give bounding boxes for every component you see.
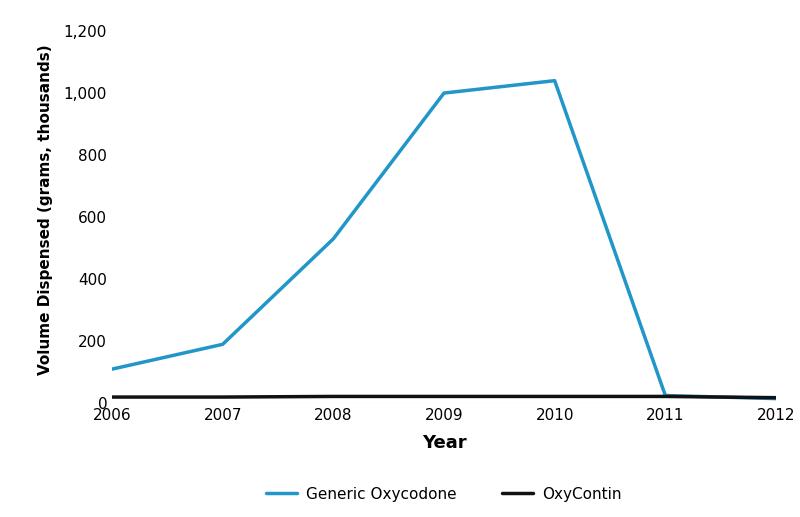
Generic Oxycodone xyxy=(771,396,781,402)
Generic Oxycodone xyxy=(218,341,227,347)
OxyContin xyxy=(550,393,559,400)
OxyContin xyxy=(329,393,338,400)
OxyContin xyxy=(107,394,117,400)
Generic Oxycodone xyxy=(107,366,117,372)
OxyContin xyxy=(771,394,781,401)
Y-axis label: Volume Dispensed (grams, thousands): Volume Dispensed (grams, thousands) xyxy=(38,44,53,375)
Line: Generic Oxycodone: Generic Oxycodone xyxy=(112,81,776,399)
X-axis label: Year: Year xyxy=(422,434,466,452)
Generic Oxycodone xyxy=(329,236,338,242)
OxyContin xyxy=(439,393,449,400)
Legend: Generic Oxycodone, OxyContin: Generic Oxycodone, OxyContin xyxy=(260,481,628,508)
Generic Oxycodone xyxy=(550,78,559,84)
OxyContin xyxy=(661,393,670,400)
OxyContin xyxy=(218,394,227,400)
Generic Oxycodone xyxy=(661,392,670,399)
Line: OxyContin: OxyContin xyxy=(112,397,776,398)
Generic Oxycodone xyxy=(439,90,449,96)
